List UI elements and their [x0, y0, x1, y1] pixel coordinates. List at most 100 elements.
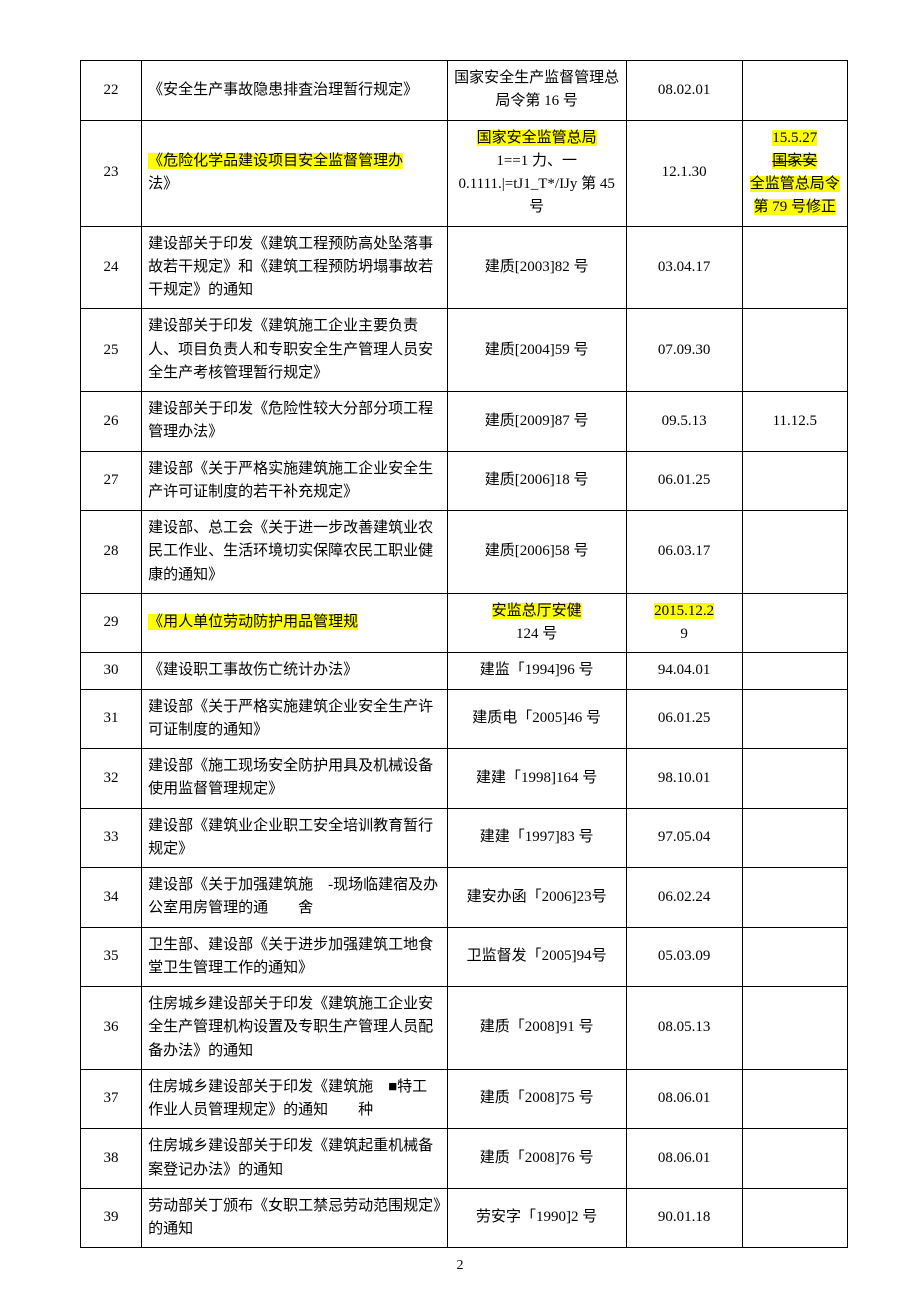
- table-row: 28建设部、总工会《关于进一步改善建筑业农民工作业、生活环境切实保障农民工职业健…: [81, 511, 848, 594]
- table-row: 39劳动部关丁颁布《女职工禁忌劳动范围规定》的通知劳安字「1990]2 号90.…: [81, 1188, 848, 1248]
- table-row: 27建设部《关于严格实施建筑施工企业安全生产许可证制度的若干补充规定》建质[20…: [81, 451, 848, 511]
- cell-title: 住房城乡建设部关于印发《建筑施工企业安全生产管理机构设置及专职生产管理人员配备办…: [142, 987, 448, 1070]
- cell-idx: 25: [81, 309, 142, 392]
- cell-idx: 31: [81, 689, 142, 749]
- cell-note: 11.12.5: [742, 392, 847, 452]
- cell-title: 劳动部关丁颁布《女职工禁忌劳动范围规定》的通知: [142, 1188, 448, 1248]
- cell-note: 15.5.27 国家安全监管总局令第 79 号修正: [742, 120, 847, 226]
- cell-note: [742, 309, 847, 392]
- cell-ref: 建质「2008]91 号: [447, 987, 626, 1070]
- cell-ref: 国家安全生产监督管理总局令第 16 号: [447, 61, 626, 121]
- table-row: 34建设部《关于加强建筑施 -现场临建宿及办公室用房管理的通 舍建安办函「200…: [81, 868, 848, 928]
- cell-ref: 国家安全监管总局1==1 力、一0.1111.|=tJ1_T*/IJy 第 45…: [447, 120, 626, 226]
- cell-title: 建设部《建筑业企业职工安全培训教育暂行规定》: [142, 808, 448, 868]
- cell-idx: 29: [81, 593, 142, 653]
- cell-idx: 36: [81, 987, 142, 1070]
- cell-title: 《安全生产事故隐患排査治理暂行规定》: [142, 61, 448, 121]
- cell-note: [742, 226, 847, 309]
- cell-title: 建设部关于印发《建筑施工企业主要负责人、项目负责人和专职安全生产管理人员安全生产…: [142, 309, 448, 392]
- cell-note: [742, 689, 847, 749]
- cell-ref: 建监「1994]96 号: [447, 653, 626, 689]
- page-number: 2: [0, 1258, 920, 1274]
- cell-title: 建设部、总工会《关于进一步改善建筑业农民工作业、生活环境切实保障农民工职业健康的…: [142, 511, 448, 594]
- cell-idx: 30: [81, 653, 142, 689]
- cell-idx: 38: [81, 1129, 142, 1189]
- cell-idx: 26: [81, 392, 142, 452]
- cell-ref: 建安办函「2006]23号: [447, 868, 626, 928]
- cell-title: 建设部《关于加强建筑施 -现场临建宿及办公室用房管理的通 舍: [142, 868, 448, 928]
- cell-note: [742, 593, 847, 653]
- cell-date: 94.04.01: [626, 653, 742, 689]
- cell-date-part: 9: [680, 626, 688, 642]
- cell-idx: 34: [81, 868, 142, 928]
- cell-date: 06.01.25: [626, 451, 742, 511]
- cell-ref-part: 124 号: [516, 626, 557, 642]
- cell-ref: 建质[2009]87 号: [447, 392, 626, 452]
- cell-note-part: 15.5.27: [772, 130, 817, 146]
- cell-date: 09.5.13: [626, 392, 742, 452]
- table-row: 31建设部《关于严格实施建筑企业安全生产许可证制度的通知》建质电「2005]46…: [81, 689, 848, 749]
- cell-date: 03.04.17: [626, 226, 742, 309]
- cell-date: 12.1.30: [626, 120, 742, 226]
- cell-note: [742, 61, 847, 121]
- cell-note: [742, 749, 847, 809]
- cell-title: 建设部关于印发《建筑工程预防高处坠落事故若干规定》和《建筑工程预防坍塌事故若干规…: [142, 226, 448, 309]
- cell-title-part: 法》: [148, 176, 178, 192]
- cell-idx: 32: [81, 749, 142, 809]
- cell-note: [742, 987, 847, 1070]
- regulations-table: 22《安全生产事故隐患排査治理暂行规定》国家安全生产监督管理总局令第 16 号0…: [80, 60, 848, 1248]
- table-row: 30《建设职工事故伤亡统计办法》建监「1994]96 号94.04.01: [81, 653, 848, 689]
- cell-ref: 卫监督发「2005]94号: [447, 927, 626, 987]
- table-row: 35卫生部、建设部《关于进步加强建筑工地食堂卫生管理工作的通知》卫监督发「200…: [81, 927, 848, 987]
- cell-title: 《危险化学品建设项目安全监督管理办法》: [142, 120, 448, 226]
- cell-title: 建设部关于印发《危险性较大分部分项工程管理办法》: [142, 392, 448, 452]
- cell-note: [742, 511, 847, 594]
- cell-ref: 建质[2006]58 号: [447, 511, 626, 594]
- table-row: 23《危险化学品建设项目安全监督管理办法》国家安全监管总局1==1 力、一0.1…: [81, 120, 848, 226]
- cell-ref: 建建「1998]164 号: [447, 749, 626, 809]
- cell-note-part: 国家安: [772, 153, 817, 169]
- cell-ref: 建质[2003]82 号: [447, 226, 626, 309]
- cell-date: 08.05.13: [626, 987, 742, 1070]
- cell-date: 06.03.17: [626, 511, 742, 594]
- cell-date: 98.10.01: [626, 749, 742, 809]
- table-row: 37住房城乡建设部关于印发《建筑施 ■特工作业人员管理规定》的通知 种建质「20…: [81, 1069, 848, 1129]
- table-row: 36住房城乡建设部关于印发《建筑施工企业安全生产管理机构设置及专职生产管理人员配…: [81, 987, 848, 1070]
- cell-note-part: 全监管总局令第 79 号修正: [750, 176, 840, 215]
- cell-date: 08.06.01: [626, 1069, 742, 1129]
- cell-title: 住房城乡建设部关于印发《建筑施 ■特工作业人员管理规定》的通知 种: [142, 1069, 448, 1129]
- table-row: 24建设部关于印发《建筑工程预防高处坠落事故若干规定》和《建筑工程预防坍塌事故若…: [81, 226, 848, 309]
- table-row: 26建设部关于印发《危险性较大分部分项工程管理办法》建质[2009]87 号09…: [81, 392, 848, 452]
- cell-ref: 安监总厅安健 124 号: [447, 593, 626, 653]
- cell-date: 2015.12.2 9: [626, 593, 742, 653]
- cell-ref: 建质电「2005]46 号: [447, 689, 626, 749]
- cell-title: 卫生部、建设部《关于进步加强建筑工地食堂卫生管理工作的通知》: [142, 927, 448, 987]
- cell-note: [742, 1129, 847, 1189]
- cell-title-part: 《危险化学品建设项目安全监督管理办: [148, 153, 403, 169]
- cell-date-part: 2015.12.2: [654, 603, 714, 619]
- cell-title: 住房城乡建设部关于印发《建筑起重机械备案登记办法》的通知: [142, 1129, 448, 1189]
- table-row: 25建设部关于印发《建筑施工企业主要负责人、项目负责人和专职安全生产管理人员安全…: [81, 309, 848, 392]
- cell-date: 07.09.30: [626, 309, 742, 392]
- cell-note: [742, 1069, 847, 1129]
- cell-idx: 27: [81, 451, 142, 511]
- cell-date: 08.02.01: [626, 61, 742, 121]
- cell-ref-part: 安监总厅安健: [492, 603, 582, 619]
- cell-idx: 35: [81, 927, 142, 987]
- cell-ref-part: 国家安全监管总局: [477, 130, 597, 146]
- cell-date: 90.01.18: [626, 1188, 742, 1248]
- table-row: 33建设部《建筑业企业职工安全培训教育暂行规定》建建「1997]83 号97.0…: [81, 808, 848, 868]
- cell-date: 05.03.09: [626, 927, 742, 987]
- cell-idx: 37: [81, 1069, 142, 1129]
- cell-ref: 建质[2006]18 号: [447, 451, 626, 511]
- cell-title: 《建设职工事故伤亡统计办法》: [142, 653, 448, 689]
- cell-note: [742, 808, 847, 868]
- cell-note: [742, 927, 847, 987]
- cell-title: 建设部《关于严格实施建筑企业安全生产许可证制度的通知》: [142, 689, 448, 749]
- cell-ref: 劳安字「1990]2 号: [447, 1188, 626, 1248]
- table-row: 29《用人单位劳动防护用品管理规安监总厅安健124 号2015.12.29: [81, 593, 848, 653]
- page: 22《安全生产事故隐患排査治理暂行规定》国家安全生产监督管理总局令第 16 号0…: [0, 0, 920, 1302]
- cell-note: [742, 1188, 847, 1248]
- cell-ref-part: 0.1111.|=tJ1_T*/IJy 第 45 号: [458, 176, 614, 215]
- table-row: 38住房城乡建设部关于印发《建筑起重机械备案登记办法》的通知建质「2008]76…: [81, 1129, 848, 1189]
